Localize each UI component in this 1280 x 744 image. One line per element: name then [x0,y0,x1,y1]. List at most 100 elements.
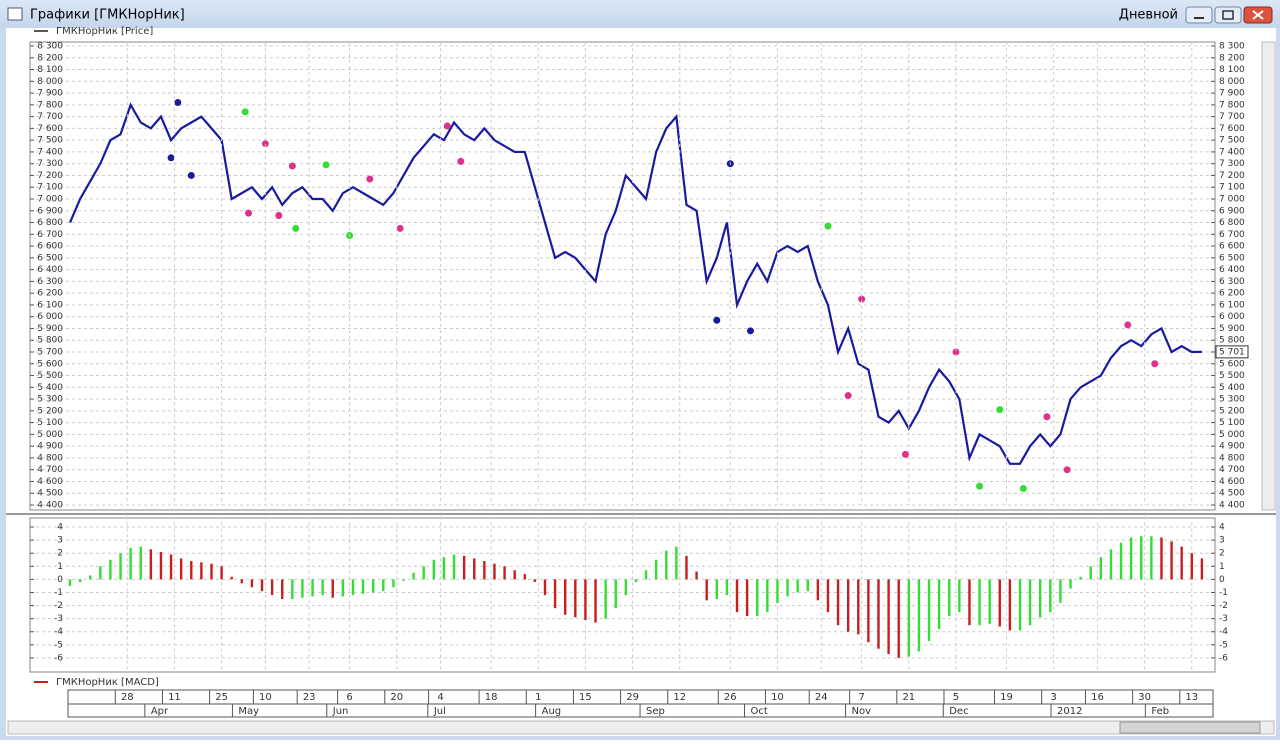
signal-marker [901,450,909,458]
y-tick-label: 8 300 [1219,42,1245,52]
y-tick-label: 5 100 [37,418,63,428]
macd-bar [301,579,304,598]
macd-bar [281,579,284,600]
macd-bar [604,579,607,619]
month-label: Nov [852,706,872,717]
signal-marker [996,406,1004,414]
macd-bar [745,579,749,617]
y-tick-label: 8 000 [37,77,63,87]
maximize-button[interactable] [1214,6,1242,24]
macd-bar [826,579,830,613]
signal-marker [1151,360,1159,368]
month-label: Jun [332,706,349,717]
macd-bar [250,579,254,588]
y-tick-label: 3 [57,536,63,546]
y-tick-label: -6 [54,653,63,663]
macd-bar [594,579,597,623]
signal-marker [167,154,175,162]
macd-bar [260,579,264,592]
price-line [68,102,1202,465]
macd-bar [968,579,971,626]
x-tick-label: 7 [858,692,864,703]
y-tick-label: 6 500 [37,253,63,263]
y-tick-label: 7 400 [1219,147,1245,157]
y-tick-label: 6 400 [1219,265,1245,275]
y-tick-label: 5 700 [37,348,63,358]
y-tick-label: 7 300 [1219,159,1245,169]
y-tick-label: 7 500 [1219,136,1245,146]
y-tick-label: 6 500 [1219,253,1245,263]
macd-bar [179,558,183,580]
vertical-scrollbar[interactable] [1261,41,1276,511]
macd-bar [1008,579,1012,631]
y-tick-label: 8 200 [1219,53,1245,63]
macd-bar [159,551,163,580]
y-tick-label: 4 700 [1219,465,1245,475]
macd-bar [665,550,668,580]
y-tick-label: 4 600 [37,477,63,487]
macd-bar [735,579,739,613]
legend-price: ГМКНорНик [Price] [56,26,153,37]
y-tick-label: 6 700 [37,230,63,240]
signal-marker [844,392,852,400]
macd-bar [998,579,1001,627]
macd-bar [169,554,173,580]
y-tick-label: 7 000 [1219,195,1245,205]
x-tick-label: 28 [121,692,134,703]
macd-bar [846,579,850,632]
y-tick-label: -3 [1219,614,1228,624]
macd-bar [1129,537,1133,580]
macd-bar [897,579,900,658]
y-tick-label: 4 700 [37,465,63,475]
macd-bar [634,579,638,583]
y-tick-label: 7 700 [1219,112,1245,122]
macd-bar [1049,579,1052,613]
macd-bar [806,579,809,592]
month-label: Aug [542,706,562,717]
x-tick-label: 12 [673,692,686,703]
x-tick-label: 1 [535,692,541,703]
macd-bar [644,570,648,580]
y-tick-label: 2 [1219,549,1225,559]
y-tick-label: 6 000 [1219,312,1245,322]
y-tick-label: -4 [54,627,63,637]
y-tick-label: 7 200 [1219,171,1245,181]
y-tick-label: 6 300 [37,277,63,287]
month-label: Jul [433,706,446,717]
signal-marker [275,211,283,219]
y-tick-label: 7 000 [37,195,63,205]
y-tick-label: 5 800 [1219,336,1245,346]
x-tick-label: 25 [215,692,228,703]
y-tick-label: -3 [54,614,63,624]
y-tick-label: 5 900 [37,324,63,334]
x-tick-label: 11 [168,692,181,703]
macd-bar [190,561,193,580]
y-tick-label: 6 900 [37,206,63,216]
macd-bar [654,559,658,580]
minimize-button[interactable] [1185,6,1213,24]
macd-bar [1160,537,1163,580]
month-label: Dec [949,706,968,717]
horizontal-scrollbar[interactable] [7,720,1275,735]
macd-bar [584,579,587,620]
month-label: Apr [151,706,169,717]
x-tick-label: 10 [259,692,272,703]
macd-bar [129,547,132,580]
macd-bar [392,579,395,588]
macd-bar [240,579,244,584]
timeframe[interactable]: Дневной [1119,8,1178,23]
macd-bar [483,561,486,580]
macd-bar [291,579,294,600]
signal-marker [366,175,374,183]
y-tick-label: 8 300 [37,42,63,52]
y-tick-label: 6 100 [1219,300,1245,310]
scroll-thumb[interactable] [1119,721,1261,734]
price-panel [29,41,1216,511]
signal-marker [713,316,721,324]
macd-bar [1079,576,1082,580]
macd-bar [1038,579,1042,618]
month-label: Feb [1151,706,1169,717]
macd-bar [756,579,759,617]
y-tick-label: 7 600 [1219,124,1245,134]
x-tick-label: 23 [303,692,316,703]
